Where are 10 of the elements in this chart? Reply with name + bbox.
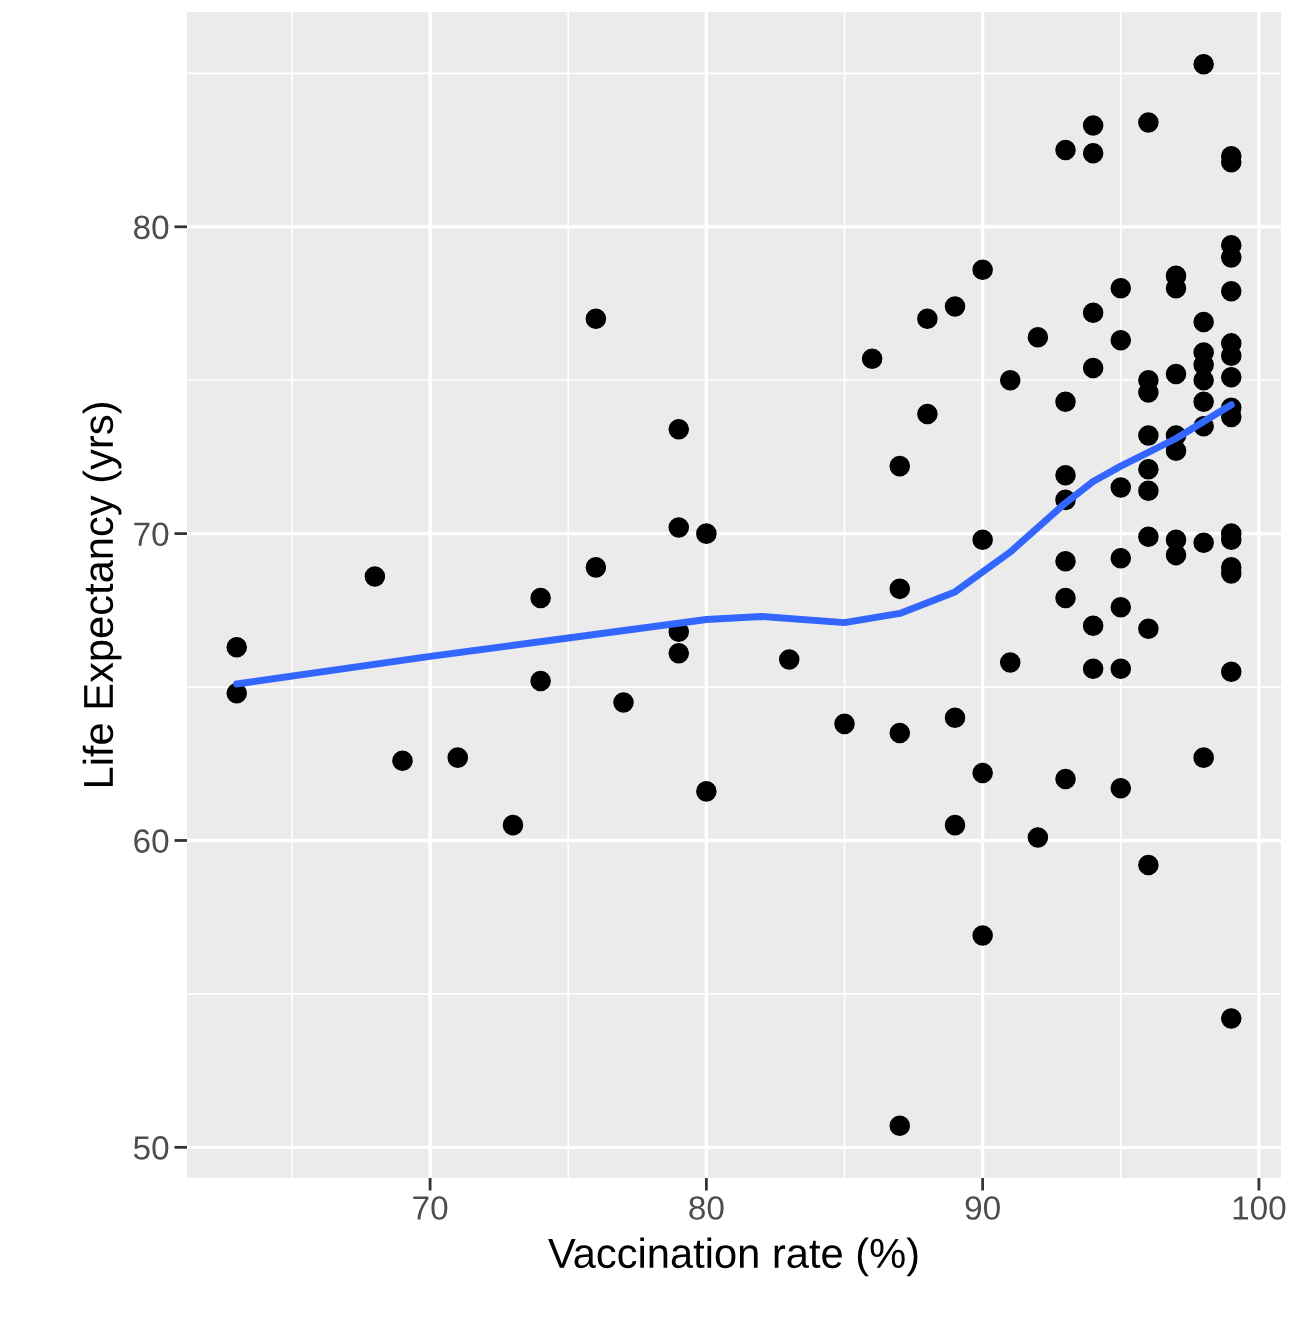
x-axis-title: Vaccination rate (%) bbox=[548, 1237, 918, 1277]
y-tick-label: 70 bbox=[134, 522, 169, 547]
y-axis-title: Life Expectancy (yrs) bbox=[82, 403, 122, 787]
x-tick-label: 70 bbox=[413, 1196, 448, 1220]
x-tick-label: 100 bbox=[1233, 1196, 1286, 1220]
y-tick-label: 60 bbox=[134, 829, 169, 853]
x-tick-label: 80 bbox=[689, 1196, 724, 1220]
y-tick-label: 50 bbox=[133, 1136, 169, 1160]
x-tick-label: 90 bbox=[965, 1196, 1000, 1220]
y-tick-label: 80 bbox=[134, 215, 169, 240]
